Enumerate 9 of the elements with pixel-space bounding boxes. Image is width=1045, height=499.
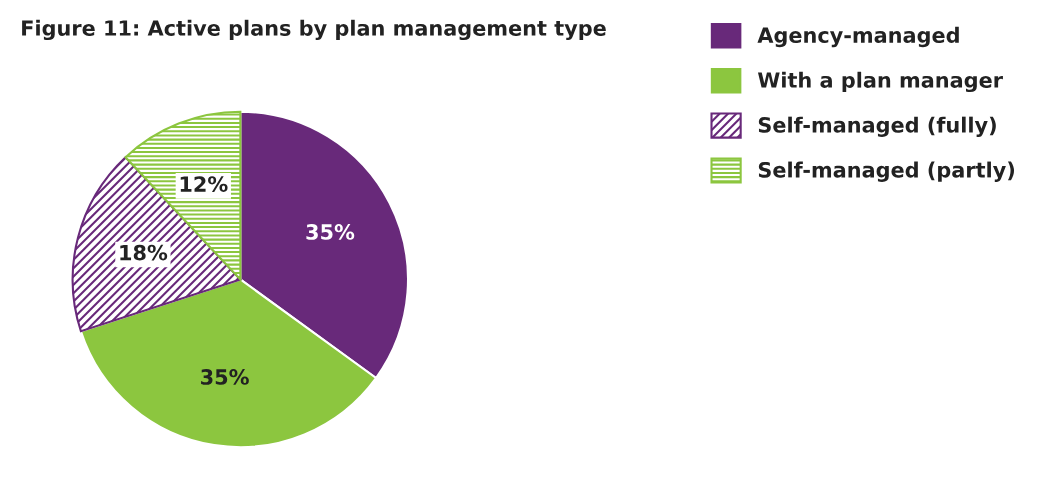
legend-label: Agency-managed <box>757 26 959 48</box>
legend-label: Self-managed (fully) <box>758 116 996 137</box>
chart-title: Figure 11: Active plans by plan management type <box>22 19 606 41</box>
data-label: 35% <box>201 369 249 385</box>
data-label: 12% <box>180 176 228 192</box>
data-label: 18% <box>120 244 168 261</box>
legend-label: With a plan manager <box>757 71 1003 93</box>
legend-label: Self-managed (partly) <box>758 161 1015 182</box>
data-label: 35% <box>306 224 355 240</box>
